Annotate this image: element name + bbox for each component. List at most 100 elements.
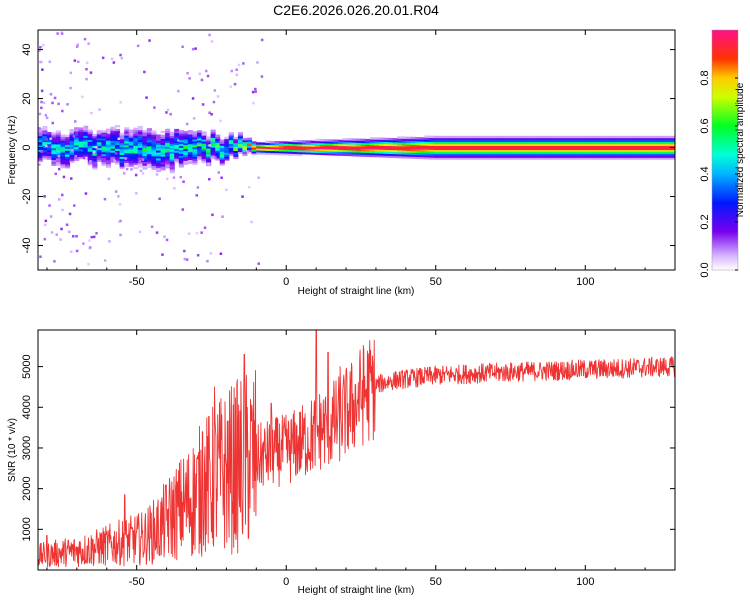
heatmap-cell [383, 145, 389, 148]
heatmap-cell [629, 153, 635, 156]
heatmap-cell [351, 142, 357, 145]
heatmap-cell [137, 147, 143, 150]
heatmap-cell [201, 145, 207, 148]
heatmap-cell [169, 163, 175, 166]
heatmap-cell [606, 139, 612, 143]
heatmap-noise-cell [51, 121, 54, 125]
heatmap-cell [451, 139, 457, 143]
heatmap-cell [110, 148, 116, 151]
heatmap-cell [533, 143, 539, 146]
heatmap-cell [542, 153, 548, 156]
heatmap-noise-cell [92, 150, 96, 154]
heatmap-noise-cell [203, 226, 207, 229]
heatmap-cell [242, 137, 248, 141]
heatmap-noise-cell [60, 32, 64, 35]
heatmap-cell [374, 143, 380, 146]
heatmap-cell [133, 147, 139, 150]
heatmap-noise-cell [260, 38, 264, 42]
heatmap-cell [460, 137, 466, 141]
heatmap-cell [260, 146, 266, 149]
heatmap-noise-cell [39, 46, 42, 49]
heatmap-cell [529, 151, 535, 154]
heatmap-cell [556, 135, 562, 139]
heatmap-cell [78, 127, 84, 130]
heatmap-cell [187, 159, 193, 162]
heatmap-cell [465, 143, 471, 146]
heatmap-cell [524, 139, 530, 143]
heatmap-cell [456, 139, 462, 143]
heatmap-cell [119, 150, 125, 153]
heatmap-cell [69, 156, 75, 159]
heatmap-cell [237, 149, 243, 153]
heatmap-cell [433, 143, 439, 146]
heatmap-cell [46, 153, 52, 156]
heatmap-noise-cell [173, 187, 176, 190]
heatmap-cell [38, 139, 43, 143]
heatmap-cell [69, 154, 75, 157]
heatmap-noise-cell [43, 195, 46, 198]
heatmap-cell [183, 162, 189, 165]
heatmap-cell [670, 147, 675, 150]
heatmap-cell [524, 135, 530, 139]
heatmap-cell [633, 155, 639, 158]
heatmap-cell [647, 137, 653, 141]
heatmap-cell [78, 141, 84, 144]
heatmap-cell [529, 157, 535, 160]
heatmap-noise-cell [73, 59, 77, 62]
heatmap-cell [110, 156, 116, 159]
heatmap-cell [538, 149, 544, 152]
heatmap-cell [456, 143, 462, 146]
heatmap-noise-cell [208, 111, 211, 114]
heatmap-cell [501, 145, 507, 148]
heatmap-cell [460, 149, 466, 152]
heatmap-cell [338, 151, 344, 154]
heatmap-cell [347, 140, 353, 143]
heatmap-cell [670, 139, 675, 143]
heatmap-cell [310, 150, 316, 153]
heatmap-cell [269, 152, 275, 155]
heatmap-cell [133, 166, 139, 170]
heatmap-cell [206, 142, 212, 145]
heatmap-cell [611, 145, 617, 148]
heatmap-cell [533, 149, 539, 152]
heatmap-cell [633, 149, 639, 152]
colorbar-tick-label: 0.6 [699, 118, 711, 133]
heatmap-cell [447, 137, 453, 141]
heatmap-cell [369, 145, 375, 148]
heatmap-cell [187, 132, 193, 135]
heatmap-cell [456, 153, 462, 156]
heatmap-cell [65, 160, 71, 163]
heatmap-cell [283, 141, 289, 144]
heatmap-noise-cell [103, 197, 107, 201]
heatmap-cell [101, 142, 107, 145]
heatmap-cell [492, 147, 498, 150]
heatmap-cell [178, 155, 184, 158]
heatmap-cell [69, 136, 75, 140]
heatmap-cell [328, 147, 334, 150]
heatmap-cell [105, 148, 111, 151]
heatmap-cell [588, 157, 594, 160]
heatmap-cell [105, 136, 111, 139]
heatmap-cell [201, 156, 207, 160]
heatmap-cell [142, 157, 148, 160]
heatmap-cell [474, 151, 480, 154]
heatmap-cell [178, 147, 184, 150]
heatmap-cell [247, 137, 253, 140]
heatmap-cell [651, 149, 657, 152]
heatmap-cell [142, 143, 148, 147]
heatmap-cell [251, 145, 257, 148]
heatmap-cell [169, 157, 175, 160]
heatmap-cell [501, 149, 507, 152]
heatmap-cell [506, 139, 512, 143]
heatmap-cell [319, 152, 325, 156]
heatmap-cell [192, 144, 198, 148]
heatmap-cell [178, 161, 184, 164]
heatmap-cell [128, 143, 134, 146]
heatmap-cell [83, 139, 89, 142]
heatmap-cell [78, 131, 84, 134]
heatmap-cell [474, 137, 480, 141]
heatmap-cell [515, 137, 521, 141]
heatmap-cell [351, 154, 357, 157]
snr-x-tick-label: 50 [430, 576, 442, 588]
